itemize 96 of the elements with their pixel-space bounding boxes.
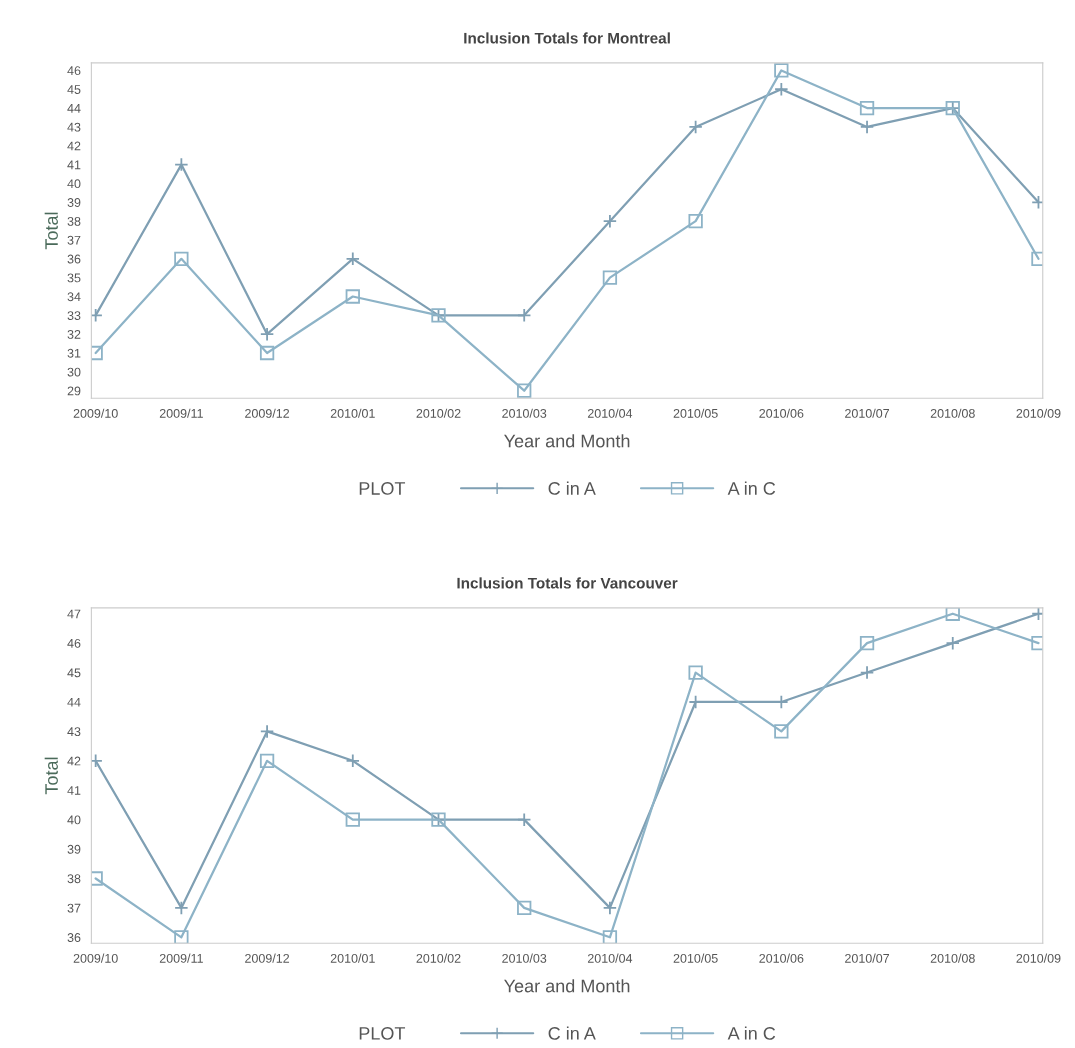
point bbox=[345, 289, 360, 304]
y-tick-label: 42 bbox=[67, 141, 81, 151]
point bbox=[517, 383, 532, 398]
y-tick-label: 43 bbox=[67, 122, 81, 132]
point bbox=[688, 665, 703, 680]
y-tick-label: 36 bbox=[67, 254, 81, 264]
chart-title: Inclusion Totals for Montreal bbox=[464, 32, 670, 44]
point bbox=[774, 724, 789, 739]
x-tick-label: 2010/07 bbox=[845, 408, 890, 418]
point bbox=[859, 100, 875, 116]
point bbox=[259, 724, 275, 739]
x-tick-label: 2009/11 bbox=[159, 408, 203, 418]
x-tick-label: 2010/01 bbox=[330, 953, 375, 963]
y-tick-label: 45 bbox=[67, 85, 81, 94]
x-tick-label: 2009/10 bbox=[73, 953, 118, 963]
point bbox=[859, 635, 875, 651]
point bbox=[174, 251, 189, 266]
y-tick-label: 32 bbox=[67, 329, 81, 339]
y-tick-label: 39 bbox=[67, 198, 81, 207]
legend-label: C in A bbox=[548, 1026, 596, 1040]
point bbox=[259, 753, 275, 768]
y-tick-label: 46 bbox=[67, 66, 81, 76]
y-tick-label: 41 bbox=[67, 160, 81, 170]
x-tick-label: 2009/11 bbox=[159, 953, 203, 963]
point bbox=[345, 753, 360, 768]
x-tick-label: 2009/12 bbox=[245, 408, 290, 418]
x-tick-label: 2010/05 bbox=[673, 408, 718, 418]
point bbox=[602, 270, 618, 285]
y-tick-label: 43 bbox=[67, 727, 81, 737]
x-tick-label: 2010/05 bbox=[673, 953, 718, 963]
legend-label: A in C bbox=[727, 481, 776, 495]
point bbox=[774, 82, 789, 97]
x-axis-title: Year and Month bbox=[504, 434, 630, 448]
point bbox=[945, 635, 960, 651]
y-axis-title: Total bbox=[44, 757, 58, 795]
x-tick-label: 2010/09 bbox=[1016, 408, 1061, 418]
y-tick-label: 39 bbox=[67, 844, 81, 854]
point bbox=[174, 157, 189, 172]
y-tick-label: 34 bbox=[67, 292, 81, 302]
y-tick-label: 45 bbox=[67, 668, 81, 678]
y-tick-label: 40 bbox=[67, 179, 81, 189]
point bbox=[688, 119, 703, 135]
y-tick-label: 37 bbox=[67, 235, 81, 245]
y-tick-label: 35 bbox=[67, 273, 81, 283]
point bbox=[517, 812, 532, 827]
chart-title: Inclusion Totals for Vancouver bbox=[457, 577, 678, 589]
point bbox=[859, 119, 875, 135]
y-tick-label: 29 bbox=[67, 386, 81, 396]
y-tick-label: 42 bbox=[67, 756, 81, 766]
y-tick-label: 31 bbox=[67, 348, 81, 358]
legend-label: C in A bbox=[548, 481, 596, 495]
x-tick-label: 2010/03 bbox=[502, 953, 547, 963]
y-tick-label: 38 bbox=[67, 874, 81, 884]
point bbox=[259, 345, 275, 361]
x-tick-label: 2010/04 bbox=[587, 408, 633, 418]
point bbox=[688, 213, 703, 229]
point bbox=[945, 607, 960, 621]
y-tick-label: 44 bbox=[67, 104, 81, 113]
point bbox=[517, 308, 532, 323]
point bbox=[517, 900, 532, 916]
y-tick-label: 33 bbox=[67, 311, 81, 320]
y-tick-label: 44 bbox=[67, 697, 81, 707]
x-tick-label: 2010/03 bbox=[502, 408, 547, 418]
y-tick-label: 46 bbox=[67, 638, 81, 648]
y-tick-label: 36 bbox=[67, 933, 81, 942]
x-tick-label: 2010/07 bbox=[845, 953, 890, 963]
x-tick-label: 2010/01 bbox=[330, 408, 375, 418]
x-axis-title: Year and Month bbox=[504, 979, 630, 993]
legend-title: PLOT bbox=[359, 1027, 406, 1040]
x-tick-label: 2009/10 bbox=[73, 408, 118, 418]
legend-title: PLOT bbox=[359, 482, 406, 495]
x-tick-label: 2010/06 bbox=[759, 408, 804, 418]
point bbox=[602, 900, 618, 916]
x-tick-label: 2010/08 bbox=[930, 953, 975, 963]
x-tick-label: 2009/12 bbox=[245, 953, 290, 963]
point bbox=[174, 900, 189, 916]
x-tick-label: 2010/04 bbox=[587, 953, 633, 963]
y-axis-title: Total bbox=[44, 212, 58, 250]
x-tick-label: 2010/06 bbox=[759, 953, 804, 963]
point bbox=[259, 327, 275, 342]
point bbox=[602, 213, 618, 229]
y-tick-label: 30 bbox=[67, 367, 81, 377]
point bbox=[345, 812, 360, 827]
point bbox=[345, 251, 360, 266]
x-tick-label: 2010/02 bbox=[416, 953, 461, 963]
y-tick-label: 47 bbox=[67, 609, 81, 619]
x-tick-label: 2010/08 bbox=[930, 408, 975, 418]
x-tick-label: 2010/09 bbox=[1016, 953, 1061, 963]
point bbox=[859, 665, 875, 680]
point bbox=[774, 63, 789, 78]
legend-label: A in C bbox=[727, 1026, 776, 1040]
y-tick-label: 41 bbox=[67, 786, 81, 795]
y-tick-label: 38 bbox=[67, 216, 81, 226]
x-tick-label: 2010/02 bbox=[416, 408, 461, 418]
y-tick-label: 37 bbox=[67, 903, 81, 913]
y-tick-label: 40 bbox=[67, 815, 81, 825]
